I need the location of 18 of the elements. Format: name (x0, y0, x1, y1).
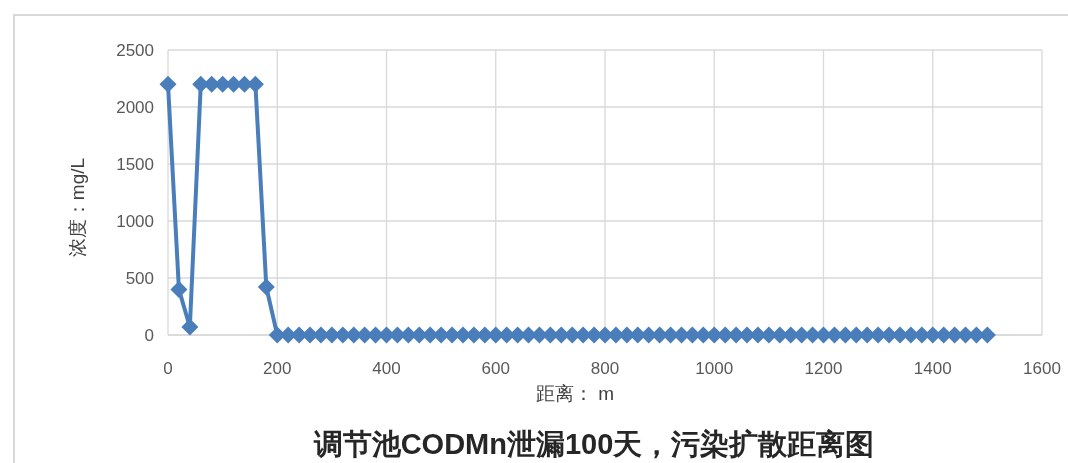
x-tick-label: 1600 (1023, 359, 1061, 378)
x-tick-label: 200 (263, 359, 292, 378)
y-tick-label: 500 (125, 269, 154, 288)
y-tick-label: 1500 (116, 155, 154, 174)
x-tick-label: 1400 (913, 359, 952, 378)
y-tick-label: 1000 (116, 212, 154, 231)
y-tick-label: 2500 (116, 41, 154, 60)
x-tick-label: 600 (481, 359, 510, 378)
text: 调节池CODMn泄漏100天，污染扩散距离图 (312, 428, 875, 460)
y-tick-label: 0 (144, 326, 154, 345)
y-tick-label: 2000 (116, 98, 154, 117)
x-tick-label: 400 (372, 359, 401, 378)
y-axis-title: 浓度：mg/L (67, 157, 88, 258)
x-tick-label: 1200 (804, 359, 843, 378)
x-tick-label: 800 (590, 359, 620, 378)
x-tick-label: 1000 (695, 359, 734, 378)
x-axis-title: 距离： m (535, 383, 615, 404)
x-tick-label: 0 (163, 359, 173, 378)
